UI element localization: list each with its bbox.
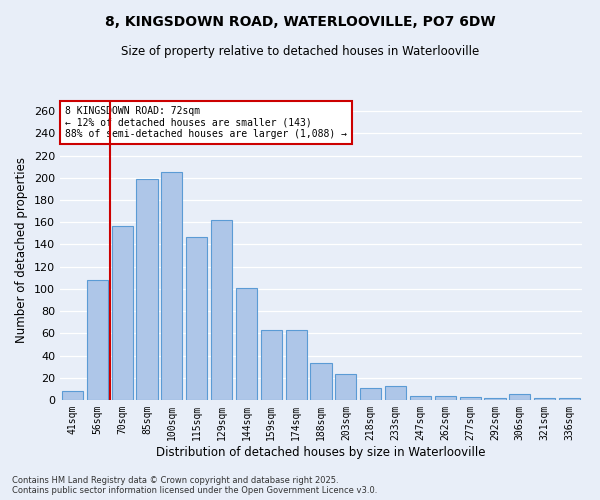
- Text: 8, KINGSDOWN ROAD, WATERLOOVILLE, PO7 6DW: 8, KINGSDOWN ROAD, WATERLOOVILLE, PO7 6D…: [104, 15, 496, 29]
- Bar: [484, 398, 506, 400]
- X-axis label: Distribution of detached houses by size in Waterlooville: Distribution of detached houses by size …: [156, 446, 486, 458]
- Bar: [236, 288, 257, 400]
- Bar: [559, 398, 580, 400]
- Bar: [62, 391, 83, 400]
- Text: 8 KINGSDOWN ROAD: 72sqm
← 12% of detached houses are smaller (143)
88% of semi-d: 8 KINGSDOWN ROAD: 72sqm ← 12% of detache…: [65, 106, 347, 139]
- Y-axis label: Number of detached properties: Number of detached properties: [16, 157, 28, 343]
- Bar: [460, 396, 481, 400]
- Bar: [435, 396, 456, 400]
- Bar: [360, 388, 381, 400]
- Bar: [310, 364, 332, 400]
- Bar: [509, 394, 530, 400]
- Bar: [410, 396, 431, 400]
- Bar: [534, 398, 555, 400]
- Bar: [112, 226, 133, 400]
- Text: Size of property relative to detached houses in Waterlooville: Size of property relative to detached ho…: [121, 45, 479, 58]
- Bar: [261, 330, 282, 400]
- Bar: [161, 172, 182, 400]
- Bar: [87, 280, 108, 400]
- Bar: [286, 330, 307, 400]
- Bar: [186, 236, 207, 400]
- Bar: [335, 374, 356, 400]
- Bar: [385, 386, 406, 400]
- Text: Contains HM Land Registry data © Crown copyright and database right 2025.
Contai: Contains HM Land Registry data © Crown c…: [12, 476, 377, 495]
- Bar: [211, 220, 232, 400]
- Bar: [136, 179, 158, 400]
